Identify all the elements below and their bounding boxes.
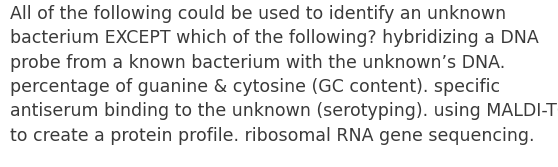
Text: All of the following could be used to identify an unknown
bacterium EXCEPT which: All of the following could be used to id…: [10, 5, 558, 144]
